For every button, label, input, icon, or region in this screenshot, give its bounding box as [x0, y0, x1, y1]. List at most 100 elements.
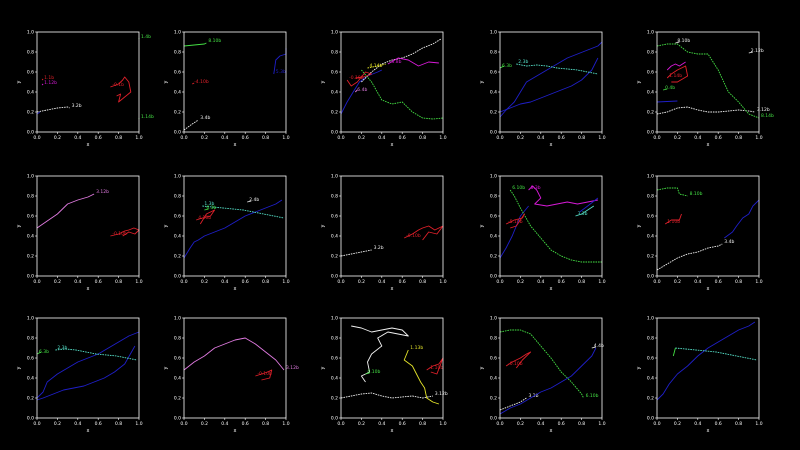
- y-tick-label: 0.6: [27, 214, 34, 220]
- series-annotation: -5.10b: [508, 219, 523, 225]
- x-tick-label: 0.6: [399, 279, 406, 285]
- axes-frame: [499, 175, 603, 277]
- x-axis-label: x: [707, 142, 710, 148]
- y-tick-label: 0.2: [174, 254, 181, 260]
- y-tick-label: 0.0: [490, 130, 497, 136]
- x-tick-label: 1.0: [598, 135, 605, 141]
- y-tick-label: 0.2: [27, 396, 34, 402]
- y-tick-label: 0.6: [647, 356, 654, 362]
- series-line-cyan: [202, 205, 285, 219]
- axes-frame: [36, 31, 140, 133]
- x-tick-label: 0.8: [115, 279, 122, 285]
- x-tick-label: 0.8: [578, 421, 585, 427]
- series-annotation: 4.14b: [370, 63, 383, 69]
- series-line-red: [505, 213, 525, 229]
- series-annotation: 8.10b: [690, 191, 703, 197]
- series-line-blue: [36, 331, 140, 399]
- x-tick-label: 0.2: [54, 279, 61, 285]
- x-tick-label: 1.0: [755, 279, 762, 285]
- series-annotation: 2.3b: [518, 59, 528, 65]
- y-tick-label: 0.8: [331, 194, 338, 200]
- axes-frame: [36, 175, 140, 277]
- y-tick-label: 0.8: [174, 194, 181, 200]
- series-line-white: [656, 243, 723, 271]
- series-annotation: 1.12b: [44, 80, 57, 86]
- axes-frame: [340, 31, 444, 133]
- series-line-blue: [183, 199, 283, 259]
- series-annotation: 2.12b: [751, 48, 764, 54]
- y-tick-label: 1.0: [331, 174, 338, 180]
- x-tick-label: 0.4: [378, 421, 385, 427]
- series-annotation: 2.4b: [249, 197, 259, 203]
- x-axis-label: x: [550, 428, 553, 434]
- y-tick-label: 0.6: [490, 70, 497, 76]
- subplot-1: 3.2b -0.1b 1.1b1.12b 1.4b 1.14b 0.00.0 0.2 0.2 0…: [16, 30, 154, 149]
- y-tick-label: 1.0: [331, 30, 338, 36]
- y-tick-label: 1.0: [647, 174, 654, 180]
- series-line-blue: [499, 57, 599, 113]
- series-line-red: [110, 227, 140, 237]
- y-tick-label: 0.4: [27, 234, 34, 240]
- series-annotation: 6.4b: [357, 87, 367, 93]
- x-tick-label: 1.0: [135, 279, 142, 285]
- x-tick-label: 0.2: [674, 135, 681, 141]
- x-axis-label: x: [550, 286, 553, 292]
- series-annotation: 3.4b: [200, 115, 210, 121]
- y-axis-label: y: [636, 366, 642, 369]
- x-tick-label: 0.4: [694, 279, 701, 285]
- subplot-grid: 3.2b-0.1b1.1b1.12b1.4b1.14b0.00.00.20.20…: [16, 30, 774, 435]
- x-tick-label: 0.6: [95, 135, 102, 141]
- series-line-white: [499, 397, 527, 411]
- x-tick-label: 1.0: [135, 135, 142, 141]
- y-tick-label: 1.0: [174, 316, 181, 322]
- y-tick-label: 0.4: [27, 376, 34, 382]
- y-tick-label: 0.6: [174, 356, 181, 362]
- y-tick-label: 0.2: [331, 110, 338, 116]
- subplot-13: 3.12b 1.13b 0.10b -1.10b 0.00.0 0.2 0.2 0.4 0.4 0…: [320, 316, 448, 435]
- series-annotation: -0.10b: [257, 371, 272, 377]
- y-tick-label: 0.2: [490, 254, 497, 260]
- y-tick-label: 1.0: [331, 316, 338, 322]
- subplot-4: 2.3b 6.3b 0.00.0 0.2 0.2 0.4 0.4 0.6 0.6 0.8 0.8 1.…: [479, 30, 606, 149]
- y-tick-label: 0.4: [490, 90, 497, 96]
- y-tick-label: 0.4: [490, 376, 497, 382]
- y-tick-label: 0.0: [331, 416, 338, 422]
- y-tick-label: 0.0: [27, 274, 34, 280]
- x-tick-label: 1.0: [282, 279, 289, 285]
- series-line-red: [196, 209, 216, 225]
- y-tick-label: 1.0: [490, 174, 497, 180]
- y-tick-label: 0.4: [174, 376, 181, 382]
- axes-frame: [183, 31, 287, 133]
- axes-frame: [656, 31, 760, 133]
- y-tick-label: 0.4: [331, 376, 338, 382]
- y-tick-label: 0.0: [647, 130, 654, 136]
- y-tick-label: 0.2: [331, 254, 338, 260]
- series-line-white: [36, 106, 70, 113]
- y-tick-label: 0.4: [174, 90, 181, 96]
- series-annotation: 6.3b: [206, 205, 216, 211]
- axes-frame: [656, 175, 760, 277]
- series-line-white: [340, 249, 372, 257]
- y-tick-label: 1.0: [490, 316, 497, 322]
- y-tick-label: 0.8: [27, 336, 34, 342]
- series-annotation: 3.3b: [578, 211, 588, 217]
- x-tick-label: 0.4: [378, 279, 385, 285]
- y-tick-label: 0.0: [331, 130, 338, 136]
- x-axis-label: x: [391, 142, 394, 148]
- x-axis-label: x: [234, 286, 237, 292]
- y-tick-label: 0.6: [27, 70, 34, 76]
- x-tick-label: 0.2: [54, 421, 61, 427]
- y-axis-label: y: [636, 224, 642, 227]
- x-tick-label: 0.8: [578, 135, 585, 141]
- series-line-pink: [183, 337, 285, 371]
- y-tick-label: 0.2: [490, 396, 497, 402]
- x-tick-label: 0.2: [201, 135, 208, 141]
- subplot-8: 3.2b -0.10b 0.00.0 0.2 0.2 0.4 0.4 0.6 0.6 0.8 0.8…: [320, 174, 447, 293]
- x-axis-label: x: [87, 142, 90, 148]
- x-axis-label: x: [87, 286, 90, 292]
- y-axis-label: y: [163, 366, 169, 369]
- y-tick-label: 0.6: [331, 70, 338, 76]
- series-annotation: 1.13b: [410, 345, 423, 351]
